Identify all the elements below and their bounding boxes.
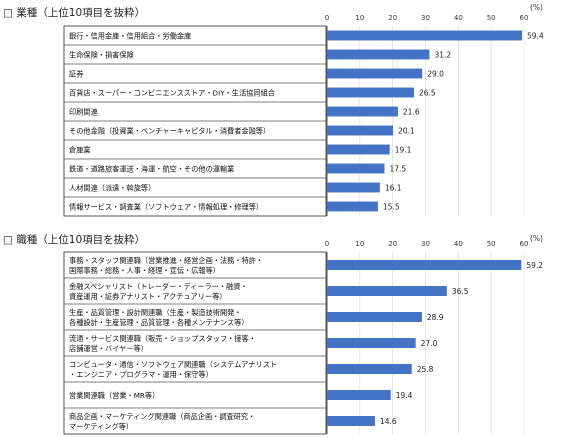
category-label: 資産運用・証券アナリスト・アクチュアリー等） bbox=[69, 292, 226, 301]
x-tick-label: 50 bbox=[487, 240, 496, 248]
value-label: 20.1 bbox=[398, 127, 415, 136]
x-tick-label: 20 bbox=[388, 14, 397, 22]
bar bbox=[327, 30, 523, 41]
bar bbox=[327, 390, 391, 400]
category-label: 国際事務・総務・人事・経理・宣伝・広報等） bbox=[69, 266, 220, 275]
category-label: その他金融（投資業・ベンチャーキャピタル・消費者金融等） bbox=[69, 127, 270, 136]
bar bbox=[327, 49, 430, 60]
bar bbox=[327, 260, 522, 270]
bar bbox=[327, 338, 416, 348]
chart-title: □ 職種（上位10項目を抜粋） bbox=[3, 233, 145, 246]
category-label-table bbox=[63, 251, 327, 435]
value-label: 17.5 bbox=[389, 165, 406, 174]
value-label: 31.2 bbox=[434, 51, 451, 60]
x-tick-label: 30 bbox=[421, 240, 430, 248]
category-label: 百貨店・スーパー・コンビニエンスストア・DIY・生活協同組合 bbox=[69, 89, 275, 98]
x-tick-label: 0 bbox=[325, 240, 329, 248]
category-label: 店舗運営・バイヤー等） bbox=[69, 344, 148, 353]
value-label: 19.1 bbox=[395, 146, 412, 155]
category-label: マーケティング等） bbox=[69, 422, 133, 431]
bar bbox=[327, 364, 412, 374]
bar bbox=[327, 144, 390, 155]
value-label: 27.0 bbox=[421, 339, 438, 348]
bar bbox=[327, 416, 375, 426]
category-label: 銀行・信用金庫・信用組合・労働金庫 bbox=[69, 32, 191, 41]
bar bbox=[327, 286, 447, 296]
value-label: 29.0 bbox=[427, 70, 444, 79]
x-tick-label: 60 bbox=[520, 14, 529, 22]
x-tick-label: 40 bbox=[454, 240, 463, 248]
category-label: 印刷関連 bbox=[69, 108, 98, 117]
category-label: ・エンジニア・プログラマ・運用・保守等） bbox=[69, 370, 213, 379]
category-label: 営業関連職（営業・MR等） bbox=[69, 391, 159, 400]
bar bbox=[327, 312, 422, 322]
unit-label: (%) bbox=[530, 234, 543, 243]
chart-title: □ 業種（上位10項目を抜粋） bbox=[3, 6, 145, 19]
value-label: 59.4 bbox=[527, 32, 544, 41]
value-label: 25.8 bbox=[417, 365, 434, 374]
category-label: 人材関連（派遣・斡旋等） bbox=[69, 184, 155, 193]
bar bbox=[327, 68, 423, 79]
category-label: 流通・サービス関連職（販売・ショップスタッフ・接客・ bbox=[69, 334, 256, 343]
value-label: 19.4 bbox=[396, 391, 413, 400]
category-label: 生命保険・損害保険 bbox=[69, 51, 135, 60]
category-label: コンピュータ・通信・ソフトウェア関連職（システムアナリスト bbox=[69, 360, 277, 369]
x-tick-label: 0 bbox=[325, 14, 329, 22]
bar bbox=[327, 201, 378, 212]
bar bbox=[327, 125, 393, 136]
value-label: 21.6 bbox=[403, 108, 420, 117]
category-label: 事務・スタッフ関連職（営業推進・経営企画・法務・特許・ bbox=[69, 256, 263, 265]
value-label: 15.5 bbox=[383, 203, 400, 212]
x-tick-label: 50 bbox=[487, 14, 496, 22]
bar bbox=[327, 87, 415, 98]
x-tick-label: 30 bbox=[421, 14, 430, 22]
bar bbox=[327, 163, 385, 174]
x-tick-label: 20 bbox=[388, 240, 397, 248]
category-label: 商品企画・マーケティング関連職（商品企画・調査研究・ bbox=[69, 412, 255, 421]
category-label: 鉄道・道路旅客運送・海運・航空・その他の運輸業 bbox=[69, 165, 234, 174]
category-label: 生産・品質管理・設計関連職（生産・製造技術開発・ bbox=[69, 308, 242, 317]
value-label: 59.2 bbox=[526, 261, 543, 270]
x-tick-label: 60 bbox=[520, 240, 529, 248]
category-label: 証券 bbox=[69, 70, 83, 79]
value-label: 28.9 bbox=[427, 313, 444, 322]
chart-panel-2: □ 職種（上位10項目を抜粋） (%) 0 10 20 30 40 50 60 事務・スタッフ関連… bbox=[3, 233, 543, 435]
category-label: 情報サービス・調査業（ソフトウェア・情報処理・修理等） bbox=[69, 203, 263, 212]
unit-label: (%) bbox=[530, 3, 543, 12]
category-label: 金融スペシャリスト（トレーダー・ディーラー・融資・ bbox=[69, 282, 248, 291]
bar bbox=[327, 106, 398, 117]
chart-panel-1: □ 業種（上位10項目を抜粋） (%) 0 10 20 30 40 50 60 銀行・信用金庫・信… bbox=[3, 3, 544, 217]
value-label: 36.5 bbox=[452, 287, 469, 296]
x-tick-label: 10 bbox=[355, 14, 364, 22]
category-label: 各種設計・生産管理・品質管理・各種メンテナンス等） bbox=[69, 318, 249, 327]
value-label: 14.6 bbox=[380, 417, 397, 426]
x-tick-label: 40 bbox=[454, 14, 463, 22]
bar bbox=[327, 182, 380, 193]
category-label: 倉庫業 bbox=[69, 146, 91, 155]
value-label: 26.5 bbox=[419, 89, 436, 98]
x-tick-label: 10 bbox=[355, 240, 364, 248]
value-label: 16.1 bbox=[385, 184, 402, 193]
